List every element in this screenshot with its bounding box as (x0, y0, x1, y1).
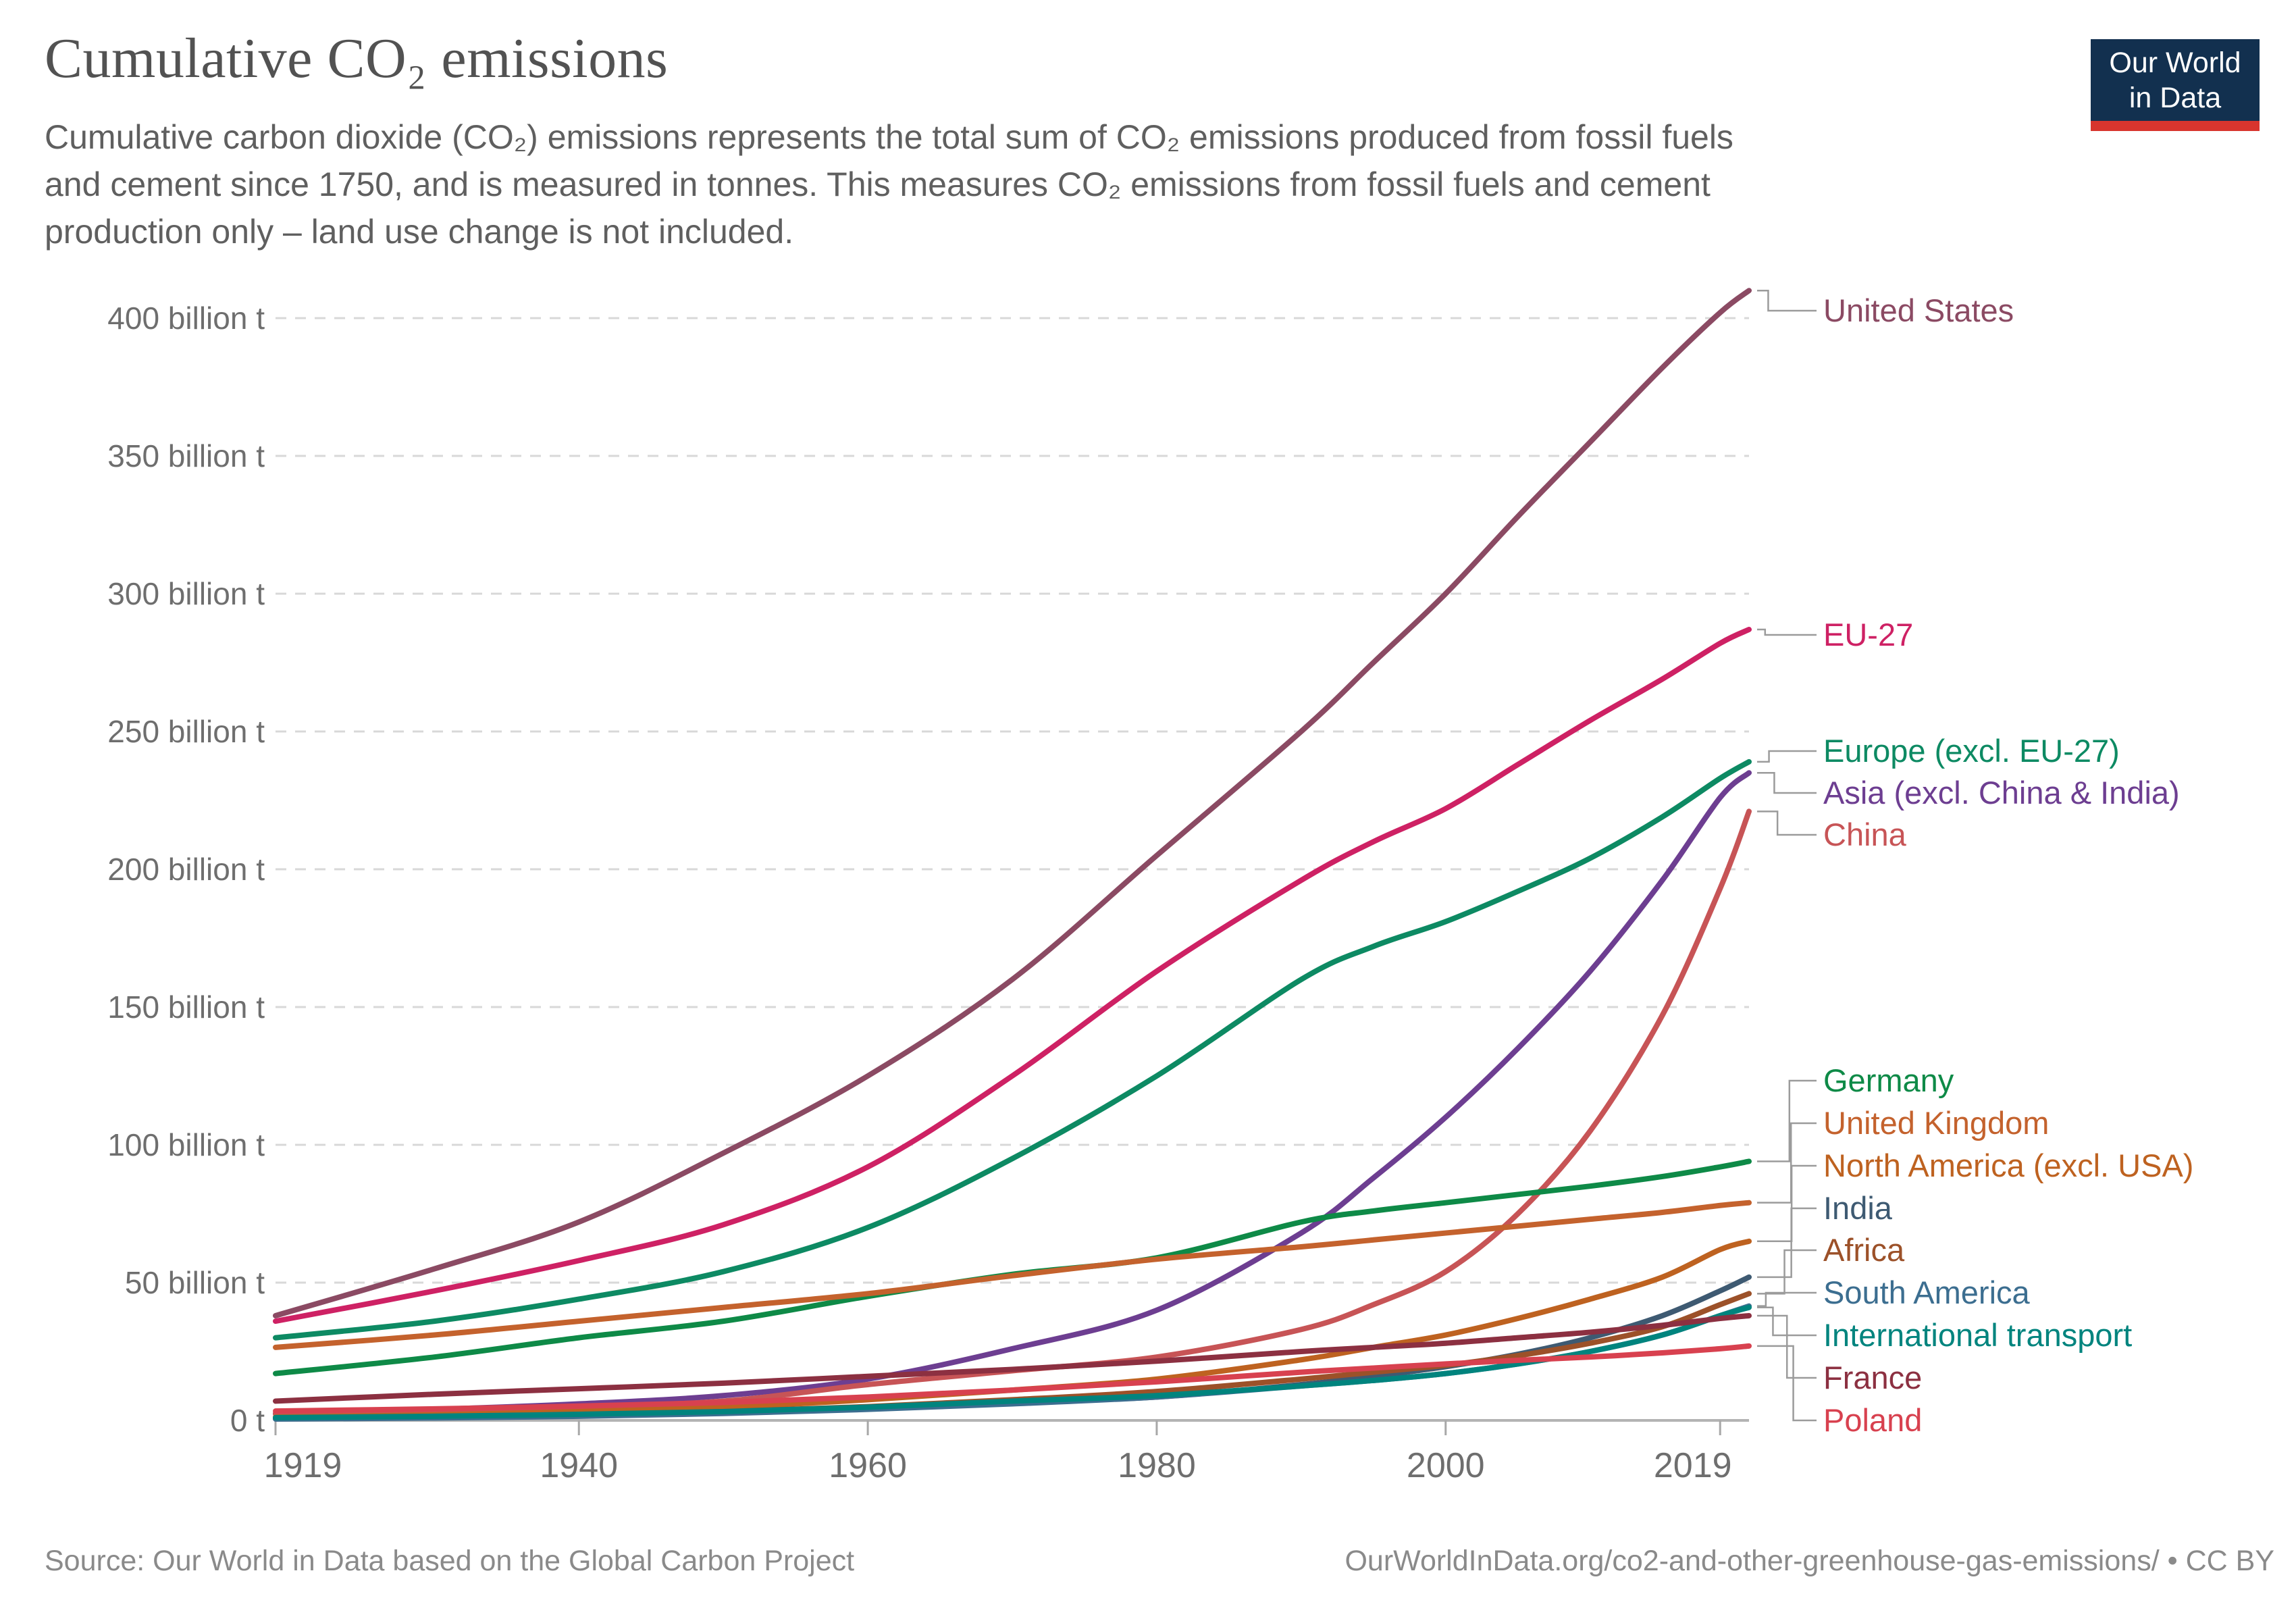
owid-logo-line-1: Our World (2109, 46, 2241, 79)
series-label-germany[interactable]: Germany (1823, 1062, 1954, 1098)
x-axis-label: 1960 (829, 1446, 907, 1485)
y-axis-label: 150 billion t (107, 989, 265, 1025)
x-axis-label: 1919 (263, 1446, 342, 1485)
series-label-france[interactable]: France (1823, 1360, 1923, 1395)
owid-logo-accent-bar (2091, 121, 2260, 131)
y-axis-label: 400 billion t (107, 301, 265, 336)
y-axis-label: 100 billion t (107, 1127, 265, 1162)
y-axis-label: 200 billion t (107, 852, 265, 887)
label-connector-europe-excl-eu-27 (1757, 750, 1817, 763)
label-connector-international-transport (1757, 1306, 1817, 1337)
chart-title: Cumulative CO₂ emissions (45, 27, 669, 90)
label-connector-germany (1757, 1079, 1817, 1162)
series-label-united-states[interactable]: United States (1823, 292, 2014, 328)
y-axis-label: 0 t (230, 1403, 265, 1438)
series-label-united-kingdom[interactable]: United Kingdom (1823, 1105, 2050, 1141)
y-axis-label: 250 billion t (107, 714, 265, 749)
series-line-united-kingdom[interactable] (273, 1200, 1752, 1350)
label-connector-united-kingdom (1757, 1122, 1817, 1204)
label-connector-india (1757, 1207, 1817, 1279)
label-connector-south-america (1757, 1291, 1817, 1307)
series-label-europe-excl-eu-27[interactable]: Europe (excl. EU-27) (1823, 733, 2120, 769)
series-line-eu-27[interactable] (273, 627, 1752, 1324)
series-line-north-america-excl-usa[interactable] (273, 1238, 1752, 1420)
subtitle-line-3: production only – land use change is not… (45, 213, 794, 251)
series-label-south-america[interactable]: South America (1823, 1275, 2030, 1310)
series-line-international-transport[interactable] (273, 1304, 1752, 1420)
series-line-germany[interactable] (273, 1158, 1752, 1376)
label-connector-united-states (1757, 289, 1817, 312)
source-note: Source: Our World in Data based on the G… (45, 1545, 855, 1577)
label-connector-north-america-excl-usa (1757, 1164, 1817, 1243)
source-link[interactable]: OurWorldInData.org/co2-and-other-greenho… (1345, 1545, 2274, 1577)
chart-subtitle: Cumulative carbon dioxide (CO₂) emission… (45, 113, 1733, 255)
owid-logo: Our World in Data (2091, 39, 2260, 131)
label-connector-eu-27 (1757, 628, 1817, 636)
owid-logo-text: Our World in Data (2091, 39, 2260, 121)
series-label-eu-27[interactable]: EU-27 (1823, 617, 1914, 652)
y-axis-label: 300 billion t (107, 576, 265, 611)
x-axis-label: 1980 (1118, 1446, 1196, 1485)
label-connector-africa (1757, 1249, 1817, 1295)
series-label-india[interactable]: India (1823, 1190, 1892, 1226)
y-axis-label: 50 billion t (124, 1265, 265, 1300)
label-connector-china (1757, 810, 1817, 836)
y-axis-label: 350 billion t (107, 438, 265, 473)
subtitle-line-2: and cement since 1750, and is measured i… (45, 165, 1711, 203)
x-axis-label: 1940 (540, 1446, 619, 1485)
series-label-china[interactable]: China (1823, 817, 1906, 852)
x-axis-label: 2019 (1653, 1446, 1732, 1485)
series-line-europe-excl-eu-27[interactable] (273, 758, 1752, 1341)
label-connector-poland (1757, 1345, 1817, 1422)
label-connector-asia-excl-china-india (1757, 771, 1817, 794)
subtitle-line-1: Cumulative carbon dioxide (CO₂) emission… (45, 118, 1733, 156)
series-label-poland[interactable]: Poland (1823, 1402, 1923, 1438)
x-axis-label: 2000 (1406, 1446, 1485, 1485)
series-line-united-states[interactable] (273, 288, 1752, 1318)
series-line-poland[interactable] (273, 1343, 1752, 1414)
series-label-africa[interactable]: Africa (1823, 1232, 1905, 1268)
series-line-china[interactable] (273, 808, 1752, 1416)
series-line-france[interactable] (273, 1312, 1752, 1404)
series-label-international-transport[interactable]: International transport (1823, 1317, 2133, 1353)
series-label-asia-excl-china-india[interactable]: Asia (excl. China & India) (1823, 775, 2180, 810)
series-label-north-america-excl-usa[interactable]: North America (excl. USA) (1823, 1148, 2194, 1183)
owid-logo-line-2: in Data (2129, 81, 2222, 114)
